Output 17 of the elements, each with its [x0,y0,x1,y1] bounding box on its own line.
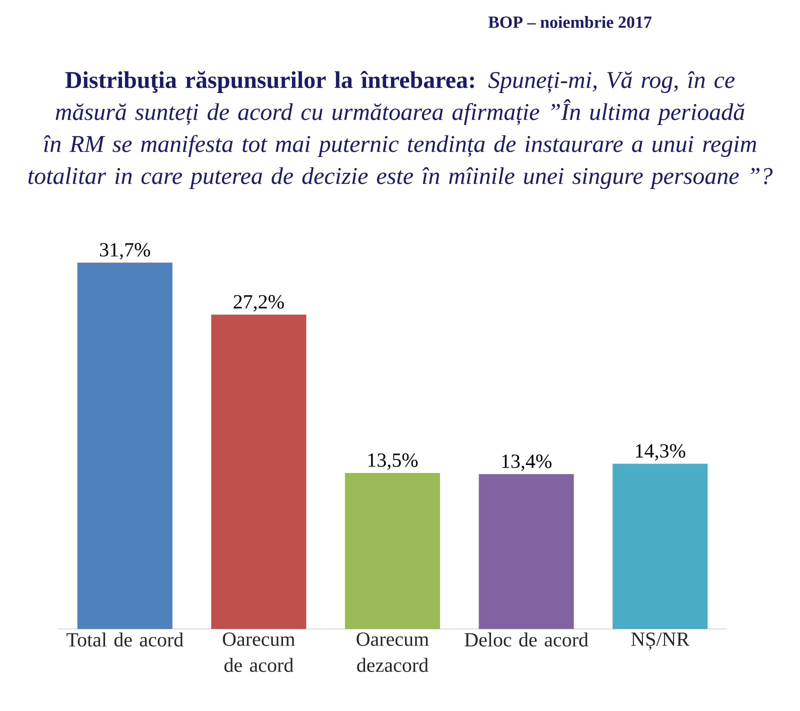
data-label: 27,2% [234,295,284,312]
chart-title: Distribuţia răspunsurilor la întrebarea: Spuneți-mi, Vă rog, în ce măsură sunteți de acord cu următoarea afirmație ”În ultima perioadă în RM se manifesta tot mai puternic tendința de instaurare a unui regim totalitar in care puterea de decizie este în mîinile unei singure persoane ”? [28,70,772,190]
x-tick-label: Deloc de acord [464,632,588,647]
data-label: 14,3% [636,444,686,461]
bar [345,472,440,629]
data-label: 13,5% [368,453,418,470]
bar [211,314,306,629]
x-tick-label: Total de acord [66,632,184,647]
x-tick-label: NȘ/NR [631,632,690,650]
chart-subtitle: BOP – noiembrie 2017 [488,16,652,28]
x-tick-label: Oarecum dezacord [356,632,429,672]
data-label: 31,7% [100,243,150,260]
x-tick-label: Oarecum de acord [222,632,296,672]
bar [478,474,574,629]
data-label: 13,4% [502,454,552,471]
bar [77,262,172,629]
bar [612,464,708,629]
